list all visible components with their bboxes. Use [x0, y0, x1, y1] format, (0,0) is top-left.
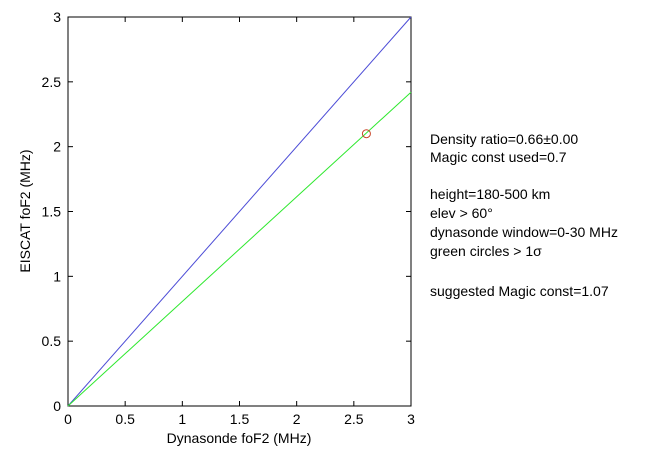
y-axis-label: EISCAT foF2 (MHz) — [17, 149, 33, 272]
x-tick-label: 3 — [407, 411, 415, 427]
density-ratio-text: Density ratio=0.66±0.00 — [430, 131, 579, 147]
series-line-0 — [67, 16, 412, 407]
elevation-text: elev > 60° — [430, 205, 493, 221]
height-text: height=180-500 km — [430, 186, 551, 202]
x-tick-label: 1.5 — [230, 411, 250, 427]
x-tick-label: 1 — [178, 411, 186, 427]
y-tick-label: 0.5 — [42, 333, 62, 349]
y-tick-label: 3 — [53, 9, 61, 25]
magic-const-used-text: Magic const used=0.7 — [430, 149, 567, 165]
green-circles-text: green circles > 1σ — [430, 243, 542, 259]
y-tick-label: 1 — [53, 268, 61, 284]
x-tick-label: 2.5 — [344, 411, 364, 427]
x-tick-label: 0.5 — [115, 411, 135, 427]
x-tick-label: 0 — [64, 411, 72, 427]
x-tick-label: 2 — [293, 411, 301, 427]
suggested-magic-const-text: suggested Magic const=1.07 — [430, 283, 609, 299]
y-tick-label: 2.5 — [42, 74, 62, 90]
x-axis-label: Dynasonde foF2 (MHz) — [167, 430, 312, 446]
y-tick-label: 2 — [53, 139, 61, 155]
data-point — [361, 129, 371, 139]
y-tick-label: 1.5 — [42, 204, 62, 220]
y-tick-label: 0 — [53, 398, 61, 414]
series-line-1 — [67, 91, 412, 407]
dynasonde-window-text: dynasonde window=0-30 MHz — [430, 224, 618, 240]
